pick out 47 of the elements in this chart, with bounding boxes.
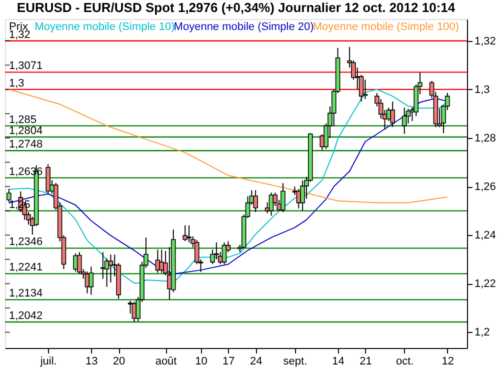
candlestick bbox=[186, 224, 192, 243]
y-tick-label: 1,3 bbox=[474, 84, 490, 96]
candlestick bbox=[100, 252, 106, 280]
x-tick-label: juil. bbox=[39, 356, 57, 368]
candlestick bbox=[390, 101, 396, 128]
x-tick-label: 12 bbox=[442, 356, 454, 368]
candlestick bbox=[222, 242, 227, 265]
y-tick-label: 1,2 bbox=[474, 326, 490, 339]
candlestick bbox=[182, 224, 188, 242]
ref-line-label: 1,2748 bbox=[9, 138, 43, 151]
candlestick bbox=[253, 190, 258, 213]
x-tick-label: 20 bbox=[112, 356, 126, 368]
x-tick-label: 17 bbox=[222, 356, 235, 368]
ref-line-label: 1,2804 bbox=[9, 125, 43, 138]
ref-line-label: 1,3071 bbox=[9, 60, 43, 72]
candlestick bbox=[46, 164, 50, 194]
candlestick bbox=[402, 107, 407, 134]
text: Moyenne mobile (Simple 10) bbox=[34, 21, 175, 33]
x-tick-label: 13 bbox=[86, 356, 98, 368]
candlestick bbox=[6, 188, 12, 203]
x-tick-label: août bbox=[155, 356, 177, 368]
candlestick bbox=[108, 254, 114, 283]
text: Moyenne mobile (Simple 100) bbox=[312, 21, 459, 33]
x-tick-label: 21 bbox=[360, 356, 372, 368]
x-tick-label: 10 bbox=[195, 356, 208, 368]
y-tick-label: 1,24 bbox=[474, 230, 496, 242]
y-tick-label: 1,28 bbox=[474, 132, 496, 144]
ref-line-label: 1,285 bbox=[9, 114, 37, 126]
candlestick bbox=[280, 182, 286, 213]
candlestick bbox=[88, 266, 94, 296]
ref-line-label: 1,2346 bbox=[9, 236, 43, 248]
x-tick-label: oct. bbox=[396, 356, 414, 368]
ref-line-label: 1,2241 bbox=[9, 262, 43, 274]
candlestick bbox=[300, 180, 305, 212]
x-tick-label: sept. bbox=[283, 356, 308, 368]
y-tick-label: 1,32 bbox=[474, 35, 496, 48]
ref-line-label: 1,2042 bbox=[9, 310, 43, 322]
x-tick-label: 14 bbox=[332, 356, 344, 368]
chart-title: EURUSD - EUR/USD Spot 1,2976 (+0,34%) Journalier 12 oct. 2012 10:14 bbox=[16, 0, 456, 15]
y-tick-label: 1,22 bbox=[474, 278, 496, 290]
ref-line-label: 1,2134 bbox=[9, 288, 43, 300]
x-tick-label: 24 bbox=[250, 356, 262, 368]
candlestick bbox=[214, 242, 219, 260]
candlestick bbox=[362, 79, 368, 100]
text: Moyenne mobile (Simple 20) bbox=[174, 21, 314, 33]
ref-line-label: 1,3 bbox=[9, 77, 24, 90]
y-tick-label: 1,26 bbox=[474, 181, 496, 194]
